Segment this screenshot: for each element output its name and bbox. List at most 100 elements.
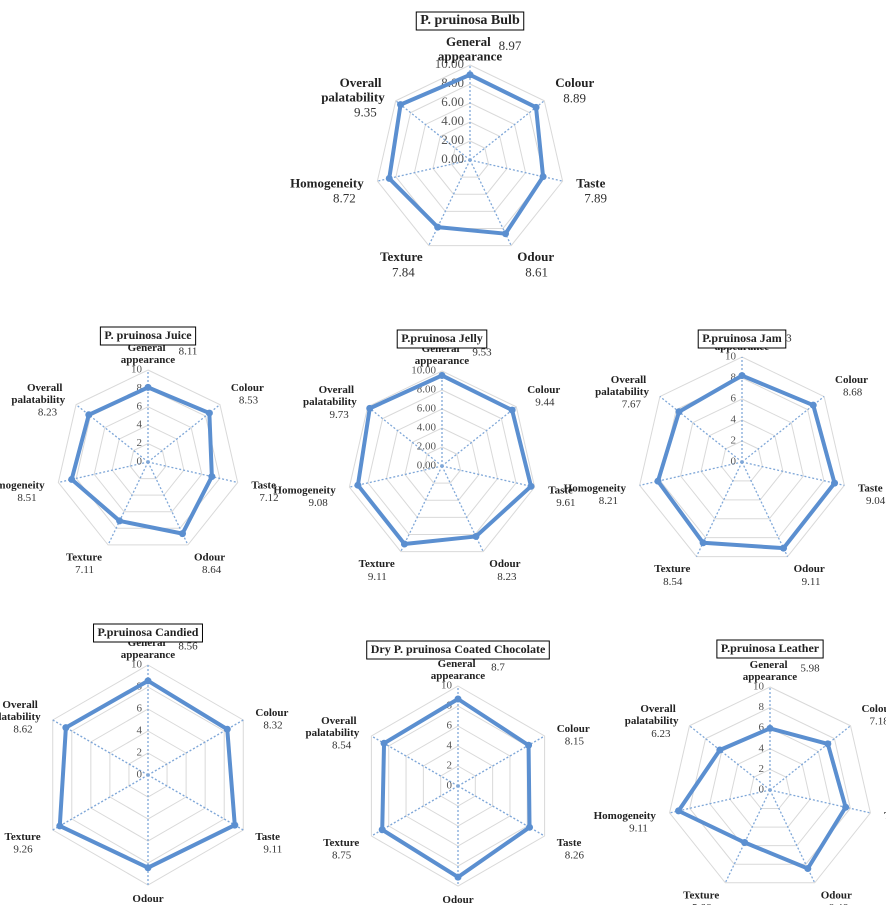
value-label: 8.26 [565, 850, 585, 862]
chart-title: P.pruinosa Leather [721, 641, 820, 655]
category-label: Homogeneity [290, 175, 364, 190]
tick-label: 0 [137, 769, 143, 781]
category-label: Texture [66, 551, 102, 563]
spoke [371, 735, 459, 787]
value-label: 6.23 [651, 728, 671, 740]
data-point [144, 383, 152, 391]
value-label: 9.04 [866, 495, 886, 507]
value-label: 8.23 [497, 571, 517, 583]
spoke [371, 785, 459, 837]
chart-title: P.pruinosa Jam [702, 331, 782, 345]
data-point [208, 473, 216, 481]
data-line [355, 373, 534, 546]
data-point [380, 739, 388, 747]
data-point [654, 477, 662, 485]
spoke [741, 396, 825, 463]
data-point [68, 475, 76, 483]
value-label: 9.73 [330, 409, 350, 421]
tick-label: 2 [137, 747, 143, 759]
tick-label: 8 [137, 382, 143, 394]
grid-ring [370, 685, 546, 887]
data-point [842, 803, 850, 811]
category-label: General appearance [431, 658, 486, 682]
grid-ring [129, 443, 167, 480]
value-label: 8.97 [499, 38, 522, 53]
tick-label: 6.00 [417, 403, 437, 415]
chart-title: P.pruinosa Jelly [401, 331, 483, 345]
data-point [144, 864, 152, 872]
value-label: 9.11 [263, 844, 282, 856]
data-point [699, 539, 707, 547]
category-label: General appearance [438, 34, 503, 63]
data-point [400, 540, 408, 548]
grid-ring [639, 356, 845, 558]
tick-label: 0 [447, 780, 453, 792]
title-box [93, 623, 203, 643]
category-label: Colour [231, 381, 264, 393]
tick-label: 4.00 [417, 422, 437, 434]
tick-label: 0 [759, 784, 765, 796]
data-point [62, 724, 70, 732]
data-point [56, 822, 64, 830]
data-line [387, 72, 546, 236]
value-label: 8.21 [599, 495, 618, 507]
value-label: 5.98 [800, 663, 820, 675]
data-point [434, 223, 442, 231]
tick-label: 6 [447, 720, 453, 732]
spoke [147, 774, 244, 831]
data-point [532, 103, 540, 111]
tick-label: 4 [759, 742, 765, 754]
category-label: Colour [555, 75, 594, 90]
tick-label: 8 [731, 372, 737, 384]
value-label: 9.08 [308, 497, 328, 509]
data-point [397, 101, 405, 109]
category-label: Odour [194, 551, 225, 563]
value-label: 8.53 [239, 395, 259, 407]
value-label: 8.62 [13, 724, 32, 736]
spoke [724, 789, 771, 884]
value-label: 9.44 [535, 397, 555, 409]
data-point [780, 544, 788, 552]
grid-ring [729, 748, 811, 828]
tick-label: 10 [131, 364, 143, 376]
tick-label: 4 [137, 419, 143, 431]
grid-ring [367, 389, 517, 535]
data-point [508, 406, 516, 414]
tick-label: 8 [759, 701, 765, 713]
data-point [85, 411, 93, 419]
category-label: Odour [489, 558, 520, 570]
tick-label: 2 [731, 435, 737, 447]
grid-ring [669, 686, 871, 884]
category-label: Colour [255, 707, 288, 719]
grid-ring [432, 121, 508, 195]
data-point [366, 404, 374, 412]
category-label: Odour [442, 894, 473, 905]
value-label: 8.54 [663, 576, 683, 588]
value-label: 9.11 [802, 576, 821, 588]
tick-label: 10 [441, 680, 453, 692]
data-point [675, 408, 683, 416]
value-label: 8.11 [179, 346, 198, 358]
value-label: 8.89 [563, 90, 586, 105]
value-label: 7.11 [75, 564, 94, 576]
data-point [385, 174, 393, 182]
value-label: 8.68 [843, 386, 863, 398]
data-point [178, 530, 186, 538]
tick-label: 10.00 [411, 365, 436, 377]
tick-label: 0.00 [441, 151, 464, 166]
spoke [107, 461, 149, 546]
spoke [741, 461, 789, 557]
spoke [147, 461, 238, 484]
spoke [695, 461, 743, 557]
category-label: General appearance [743, 659, 798, 683]
value-label: 8.64 [202, 564, 222, 576]
grid-ring [659, 377, 825, 539]
category-label: Overall palatability [0, 699, 41, 723]
data-point [675, 807, 683, 815]
category-label: Overall palatability [305, 715, 359, 739]
data-point [738, 372, 746, 380]
category-label: Odour [794, 563, 825, 575]
